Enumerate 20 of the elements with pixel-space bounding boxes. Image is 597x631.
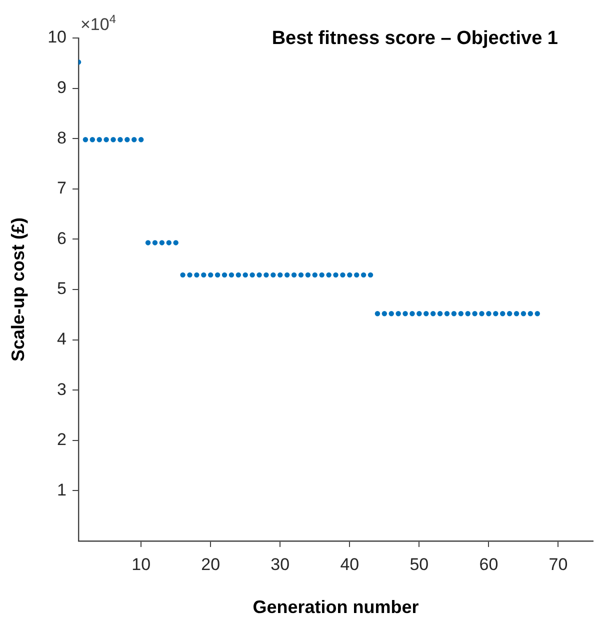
y-tick-label: 8: [57, 128, 67, 148]
x-tick-label: 30: [270, 554, 290, 574]
y-tick-label: 1: [57, 480, 67, 500]
y-tick-label: 5: [57, 279, 67, 298]
x-tick-label: 20: [201, 554, 220, 574]
x-axis-title: Generation number: [252, 597, 419, 618]
y-tick-label: 9: [57, 78, 67, 97]
y-tick-label: 4: [57, 329, 67, 348]
y-tick-label: 3: [57, 380, 67, 399]
y-tick-label: 7: [57, 178, 67, 198]
y-axis-title: Scale-up cost (£): [8, 217, 28, 362]
chart-title: Best fitness score – Objective 1: [272, 28, 558, 49]
x-tick-label: 60: [479, 554, 498, 574]
y-tick-label: 10: [48, 28, 67, 47]
x-tick-label: 50: [410, 554, 429, 574]
y-tick-label: 2: [57, 430, 67, 450]
x-tick-label: 10: [132, 554, 151, 574]
y-tick-label: 6: [57, 228, 67, 248]
x-tick-label: 40: [340, 554, 360, 574]
x-tick-label: 70: [548, 554, 568, 574]
